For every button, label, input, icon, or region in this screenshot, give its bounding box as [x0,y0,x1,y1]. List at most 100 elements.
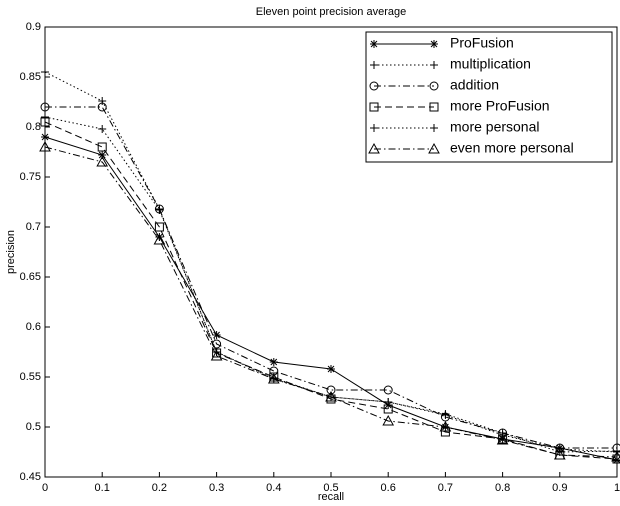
marker-shape [267,372,280,384]
x-tick-label: 0.5 [323,482,338,494]
x-tick-label: 1 [614,482,620,494]
y-tick-label: 0.55 [20,371,41,383]
marker [382,414,395,426]
marker-shape [428,142,440,154]
series-line [44,136,618,461]
y-tick-label: 0.6 [26,321,41,333]
y-axis-label: precision [5,230,17,274]
legend-label: even more personal [450,140,574,156]
y-tick-label: 0.5 [26,421,41,433]
marker [496,433,509,445]
marker [40,117,50,127]
marker [383,385,393,395]
marker [384,398,393,406]
marker-shape [439,420,452,432]
marker [269,358,278,366]
x-tick-label: 0.9 [552,482,567,494]
marker [429,81,439,91]
marker-stroke [613,456,620,464]
marker-stroke [327,365,335,373]
chart-title: Eleven point precision average [256,6,406,18]
marker-shape [154,222,164,232]
marker [210,349,223,361]
x-tick-label: 0.7 [438,482,453,494]
marker-stroke [370,40,378,48]
marker [154,222,164,232]
x-tick-label: 0.2 [152,482,167,494]
y-tick-label: 0.8 [26,121,41,133]
x-tick-label: 0.6 [381,482,396,494]
y-tick-label: 0.45 [20,471,41,483]
marker-shape [382,414,395,426]
marker-stroke [270,358,278,366]
marker-stroke [213,331,220,339]
x-tick-label: 0.1 [95,482,110,494]
marker [267,372,280,384]
y-tick-label: 0.9 [26,21,41,33]
marker-stroke [430,40,438,48]
marker-stroke [98,151,106,159]
legend-label: more ProFusion [450,98,550,114]
legend-box [365,31,613,163]
series-line [45,106,617,449]
marker [41,68,49,76]
marker [98,151,107,159]
marker [369,81,379,91]
marker-stroke [41,133,49,141]
marker-shape [383,385,393,395]
marker-shape [325,390,337,402]
series-line [44,116,618,453]
marker [40,102,50,112]
marker [441,410,450,418]
series-line [44,146,618,458]
marker [370,124,378,132]
y-tick-label: 0.85 [20,71,41,83]
marker [439,420,452,432]
marker-shape [96,155,109,167]
x-tick-label: 0.4 [266,482,281,494]
marker [440,427,450,437]
legend-label: addition [450,77,499,93]
marker-shape [39,140,51,152]
marker [98,125,107,133]
marker-shape [496,433,509,445]
marker [155,205,164,213]
marker-shape [210,349,223,361]
marker [97,142,107,152]
marker [327,365,335,373]
marker [212,331,221,339]
legend-label: more personal [450,119,540,135]
marker [430,40,438,48]
marker-shape [97,142,107,152]
marker-shape [153,233,166,245]
x-tick-label: 0.8 [495,482,510,494]
marker [153,233,166,245]
marker-shape [40,102,50,112]
marker-shape [553,448,566,460]
marker [96,155,109,167]
marker-shape [440,427,450,437]
marker-shape [40,117,50,127]
marker [430,61,438,69]
marker-shape [369,81,379,91]
marker [368,142,380,154]
marker-shape [429,102,439,112]
y-tick-label: 0.75 [20,171,41,183]
x-axis-label: recall [318,491,344,503]
marker [41,113,49,121]
marker-shape [369,102,379,112]
marker-shape [368,142,380,154]
marker [39,140,51,152]
marker [325,390,337,402]
x-tick-label: 0 [42,482,48,494]
marker [370,40,378,48]
legend-label: ProFusion [450,35,514,51]
marker [428,142,440,154]
y-tick-label: 0.7 [26,221,41,233]
y-tick-label: 0.65 [20,271,41,283]
marker [98,97,107,105]
marker [429,102,439,112]
marker-shape [429,81,439,91]
marker [370,61,378,69]
marker [41,133,49,141]
